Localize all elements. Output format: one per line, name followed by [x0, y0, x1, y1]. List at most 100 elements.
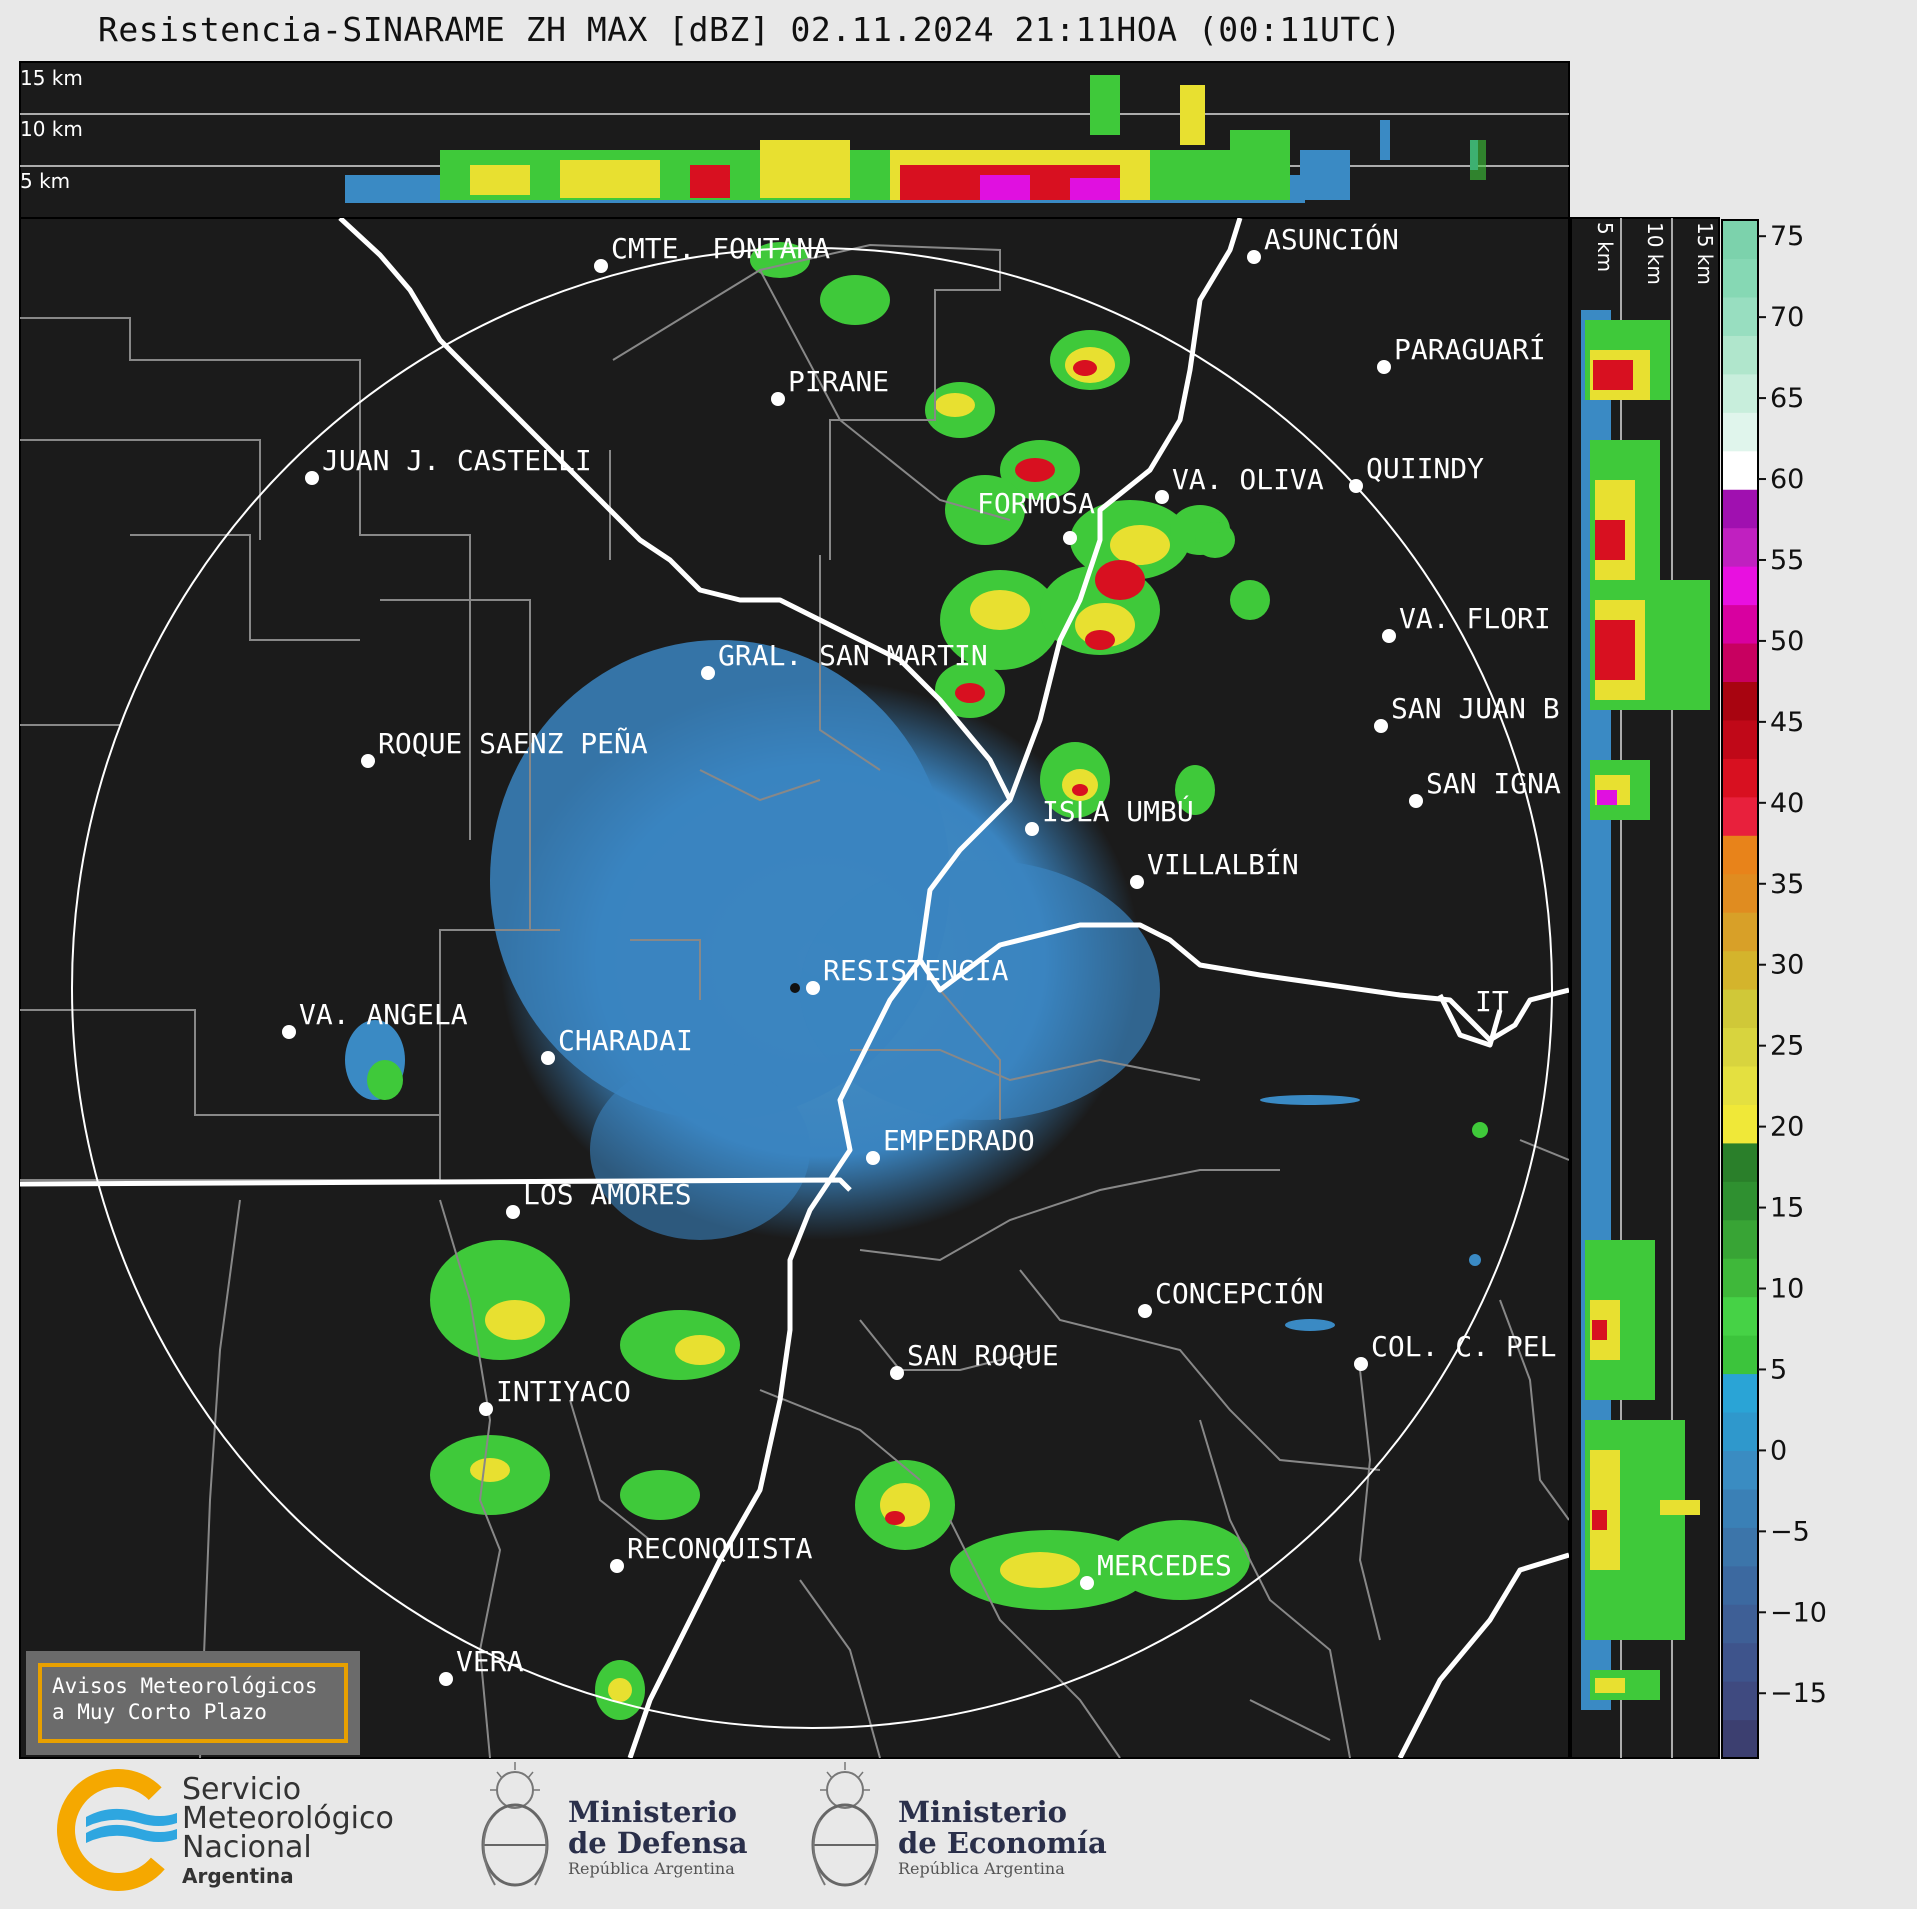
city-label-empedrado: EMPEDRADO — [883, 1124, 1035, 1157]
city-label-concepci-n: CONCEPCIÓN — [1155, 1276, 1324, 1310]
colorbar-band — [1722, 1604, 1758, 1644]
city-label-reconquista: RECONQUISTA — [627, 1532, 813, 1565]
colorbar-band — [1722, 796, 1758, 836]
rivers-and-borders — [20, 218, 1569, 1758]
avisos-line2: a Muy Corto Plazo — [52, 1700, 267, 1724]
city-marker-resistencia — [806, 981, 820, 995]
colorbar-tick-label: 40 — [1770, 788, 1804, 819]
smn-logo-text: Servicio Meteorológico Nacional Argentin… — [182, 1775, 394, 1891]
top-10km-label: 10 km — [20, 117, 83, 141]
city-marker-san-roque — [890, 1366, 904, 1380]
city-marker-villalb-n — [1130, 875, 1144, 889]
city-label-cmte-fontana: CMTE. FONTANA — [611, 232, 830, 265]
city-marker-roque-saenz-pe-a — [361, 754, 375, 768]
colorbar-band — [1722, 835, 1758, 875]
city-marker-va-flori — [1382, 629, 1396, 643]
city-label-vera: VERA — [456, 1645, 524, 1678]
defensa-line2: de Defensa — [568, 1826, 748, 1860]
city-label-los-amores: LOS AMORES — [523, 1178, 692, 1211]
city-marker-san-juan-b — [1374, 719, 1388, 733]
city-marker-juan-j-castelli — [305, 471, 319, 485]
colorbar-band — [1722, 1142, 1758, 1182]
top-5km-label: 5 km — [20, 169, 70, 193]
colorbar-band — [1722, 1104, 1758, 1144]
city-label-mercedes: MERCEDES — [1097, 1549, 1232, 1582]
colorbar-band — [1722, 1065, 1758, 1105]
colorbar-band — [1722, 527, 1758, 567]
colorbar-band — [1722, 1565, 1758, 1605]
department-boundaries — [20, 243, 1569, 1758]
smn-line4: Argentina — [182, 1864, 294, 1888]
city-marker-col-c-pel — [1354, 1357, 1368, 1371]
city-marker-formosa — [1063, 531, 1077, 545]
colorbar-band — [1722, 1335, 1758, 1375]
city-label-isla-umb: ISLA UMBÚ — [1042, 794, 1194, 828]
city-label-va-angela: VA. ANGELA — [299, 998, 468, 1031]
side-10km-label: 10 km — [1643, 222, 1667, 285]
defensa-line3: República Argentina — [568, 1859, 735, 1878]
colorbar-band — [1722, 1719, 1758, 1759]
top-vertical-profile-panel: 15 km 10 km 5 km — [19, 61, 1570, 219]
city-label-roque-saenz-pe-a: ROQUE SAENZ PEÑA — [378, 726, 648, 760]
colorbar-band — [1722, 758, 1758, 798]
city-label-san-igna: SAN IGNA — [1426, 767, 1561, 800]
colorbar-tick-label: 75 — [1770, 221, 1804, 252]
city-marker-asunci-n — [1247, 250, 1261, 264]
colorbar-band — [1722, 912, 1758, 952]
precip-echoes — [345, 242, 1488, 1720]
city-label-resistencia: RESISTENCIA — [823, 954, 1009, 987]
colorbar-band — [1722, 1681, 1758, 1721]
city-label-villalb-n: VILLALBÍN — [1147, 847, 1299, 881]
economia-logo-text: Ministerio de Economía República Argenti… — [898, 1795, 1107, 1879]
colorbar-band — [1722, 989, 1758, 1029]
city-marker-intiyaco — [479, 1402, 493, 1416]
avisos-badge[interactable]: Avisos Meteorológicos a Muy Corto Plazo — [26, 1651, 360, 1755]
city-marker-va-angela — [282, 1025, 296, 1039]
city-marker-cmte-fontana — [594, 259, 608, 273]
city-label-va-oliva: VA. OLIVA — [1172, 463, 1324, 496]
colorbar-band — [1722, 258, 1758, 298]
radar-map: CMTE. FONTANA ASUNCIÓN PARAGUARÍ PIRANE JUAN… — [19, 217, 1570, 1759]
colorbar-tick-label: 55 — [1770, 545, 1804, 576]
city-label-asunci-n: ASUNCIÓN — [1264, 222, 1399, 256]
city-marker-paraguar — [1377, 360, 1391, 374]
colorbar-band — [1722, 1296, 1758, 1336]
city-marker-pirane — [771, 392, 785, 406]
colorbar-band — [1722, 1219, 1758, 1259]
city-label-va-flori: VA. FLORI — [1399, 602, 1551, 635]
city-label-col-c-pel: COL. C. PEL — [1371, 1330, 1556, 1363]
colorbar-tick-label: 25 — [1770, 1031, 1804, 1062]
colorbar-band — [1722, 1450, 1758, 1490]
colorbar-tick-label: 45 — [1770, 707, 1804, 738]
colorbar-band — [1722, 1527, 1758, 1567]
radar-site-marker — [790, 983, 800, 993]
side-profile-echoes — [1581, 310, 1710, 1710]
city-marker-gral-san-martin — [701, 666, 715, 680]
colorbar-band — [1722, 1258, 1758, 1298]
storm-cells-south — [345, 1020, 1488, 1720]
top-profile-echoes — [345, 75, 1486, 203]
city-marker-vera — [439, 1672, 453, 1686]
colorbar-tick-label: 20 — [1770, 1112, 1804, 1143]
colorbar-bands — [1722, 220, 1758, 1759]
city-label-it: IT — [1475, 985, 1509, 1018]
storm-cells-north — [750, 242, 1270, 818]
colorbar-tick-label: 15 — [1770, 1193, 1804, 1224]
argentina-coat-of-arms-icon-2 — [811, 1762, 879, 1887]
colorbar-tick-label: 10 — [1770, 1274, 1804, 1305]
city-label-san-roque: SAN ROQUE — [907, 1339, 1059, 1372]
smn-line1: Servicio — [182, 1772, 302, 1807]
city-marker-los-amores — [506, 1205, 520, 1219]
city-marker-reconquista — [610, 1559, 624, 1573]
side-vertical-profile-panel: 5 km 10 km 15 km — [1570, 217, 1720, 1759]
economia-line1: Ministerio — [898, 1795, 1068, 1829]
colorbar-band — [1722, 489, 1758, 529]
colorbar-tick-label: 35 — [1770, 869, 1804, 900]
colorbar-band — [1722, 1373, 1758, 1413]
city-marker-charadai — [541, 1051, 555, 1065]
colorbar-band — [1722, 1181, 1758, 1221]
colorbar-band — [1722, 950, 1758, 990]
colorbar-band — [1722, 566, 1758, 606]
